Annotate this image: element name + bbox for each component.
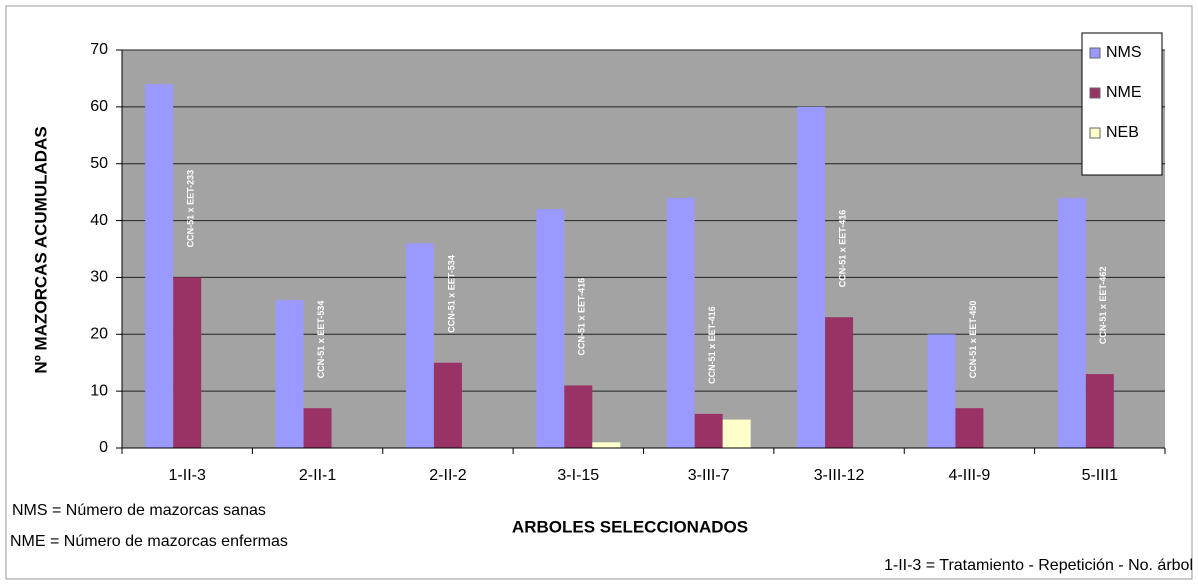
bar [145, 84, 174, 448]
legend-label: NMS [1106, 44, 1142, 61]
note: NMS = Número de mazorcas sanas [12, 502, 266, 519]
y-tick-label: 40 [90, 212, 108, 229]
x-tick-label: 4-III-9 [949, 467, 991, 484]
annotation: CCN-51 x EET-450 [968, 301, 978, 379]
bar [275, 300, 304, 448]
bar [797, 106, 826, 448]
annotation: CCN-51 x EET-534 [316, 301, 326, 379]
x-tick-label: 3-I-15 [557, 467, 599, 484]
y-tick-label: 30 [90, 269, 108, 286]
annotation: CCN-51 x EET-416 [577, 278, 587, 356]
x-tick-label: 5-III1 [1082, 467, 1119, 484]
bar [955, 408, 984, 448]
y-tick-label: 60 [90, 98, 108, 115]
annotation: CCN-51 x EET-462 [1098, 267, 1108, 345]
annotation: CCN-51 x EET-534 [446, 255, 456, 333]
bar [666, 197, 695, 448]
bar [303, 408, 332, 448]
legend-swatch [1089, 87, 1101, 99]
bar [536, 209, 565, 448]
bar [564, 385, 593, 448]
y-tick-label: 20 [90, 326, 108, 343]
bar [1085, 374, 1114, 448]
bar [825, 317, 854, 448]
x-tick-label: 3-III-12 [814, 467, 865, 484]
bar [927, 334, 956, 448]
bar [405, 243, 434, 448]
legend-label: NME [1106, 84, 1142, 101]
x-axis-label: ARBOLES SELECCIONADOS [512, 517, 748, 536]
y-tick-label: 10 [90, 382, 108, 399]
x-tick-label: 2-II-2 [429, 467, 466, 484]
chart-border [5, 5, 1193, 580]
annotation: CCN-51 x EET-416 [707, 306, 717, 384]
x-tick-label: 2-II-1 [299, 467, 336, 484]
annotation: CCN-51 x EET-416 [837, 210, 847, 288]
bar [173, 277, 202, 448]
note: NME = Número de mazorcas enfermas [10, 533, 288, 550]
legend-swatch [1089, 47, 1101, 59]
legend-label: NEB [1106, 124, 1139, 141]
bar [592, 442, 621, 448]
annotation: CCN-51 x EET-233 [186, 170, 196, 248]
bar [1057, 197, 1086, 448]
bar [433, 362, 462, 448]
y-axis-label: Nº MAZORCAS ACUMULADAS [31, 126, 50, 373]
x-tick-label: 1-II-3 [169, 467, 206, 484]
x-tick-label: 3-III-7 [688, 467, 730, 484]
note: 1-II-3 = Tratamiento - Repetición - No. … [884, 557, 1193, 574]
note-box: NME = Número de mazorcas enfermas [10, 533, 288, 550]
legend-swatch [1089, 127, 1101, 139]
bar [722, 419, 751, 448]
y-tick-label: 50 [90, 155, 108, 172]
bar [694, 413, 723, 448]
y-tick-label: 0 [99, 439, 108, 456]
y-tick-label: 70 [90, 41, 108, 58]
